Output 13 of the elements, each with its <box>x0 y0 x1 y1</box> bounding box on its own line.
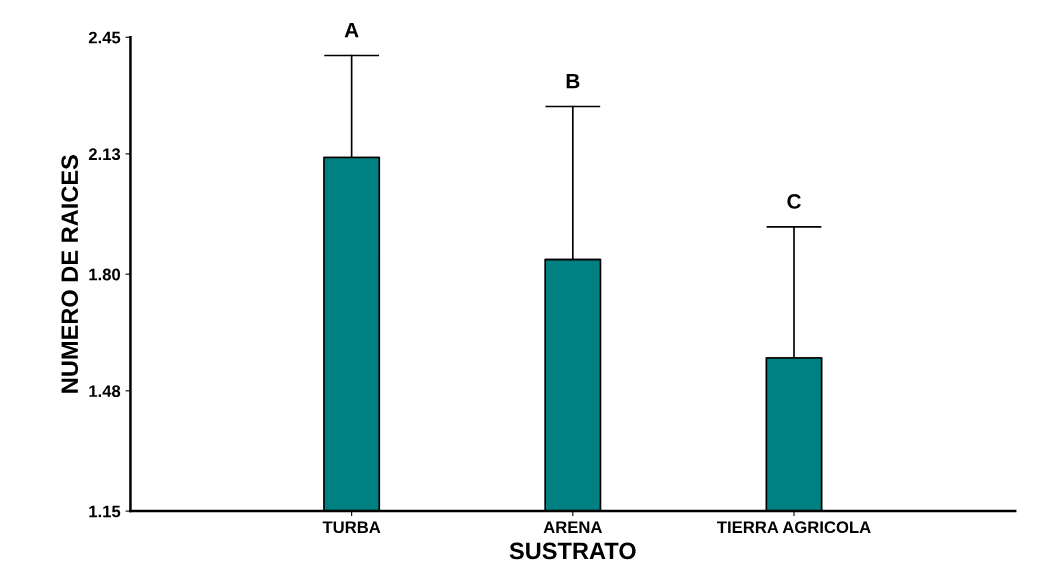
y-tick-label: 1.15 <box>89 505 121 518</box>
x-tick-label: TURBA <box>322 521 381 534</box>
y-tick-label: 1.48 <box>89 385 121 398</box>
x-axis-title: SUSTRATO <box>509 542 636 560</box>
y-tick-label: 1.80 <box>89 268 121 281</box>
annotation: B <box>566 73 580 89</box>
x-tick-label: ARENA <box>543 521 602 533</box>
annotation: C <box>787 194 801 209</box>
x-tick-label: TIERRA AGRICOLA <box>717 521 871 534</box>
y-axis-title: NUMERO DE RAICES <box>61 155 79 393</box>
y-tick-label: 2.13 <box>88 148 121 161</box>
y-tick-label: 2.45 <box>88 31 121 44</box>
annotation: A <box>344 22 359 38</box>
